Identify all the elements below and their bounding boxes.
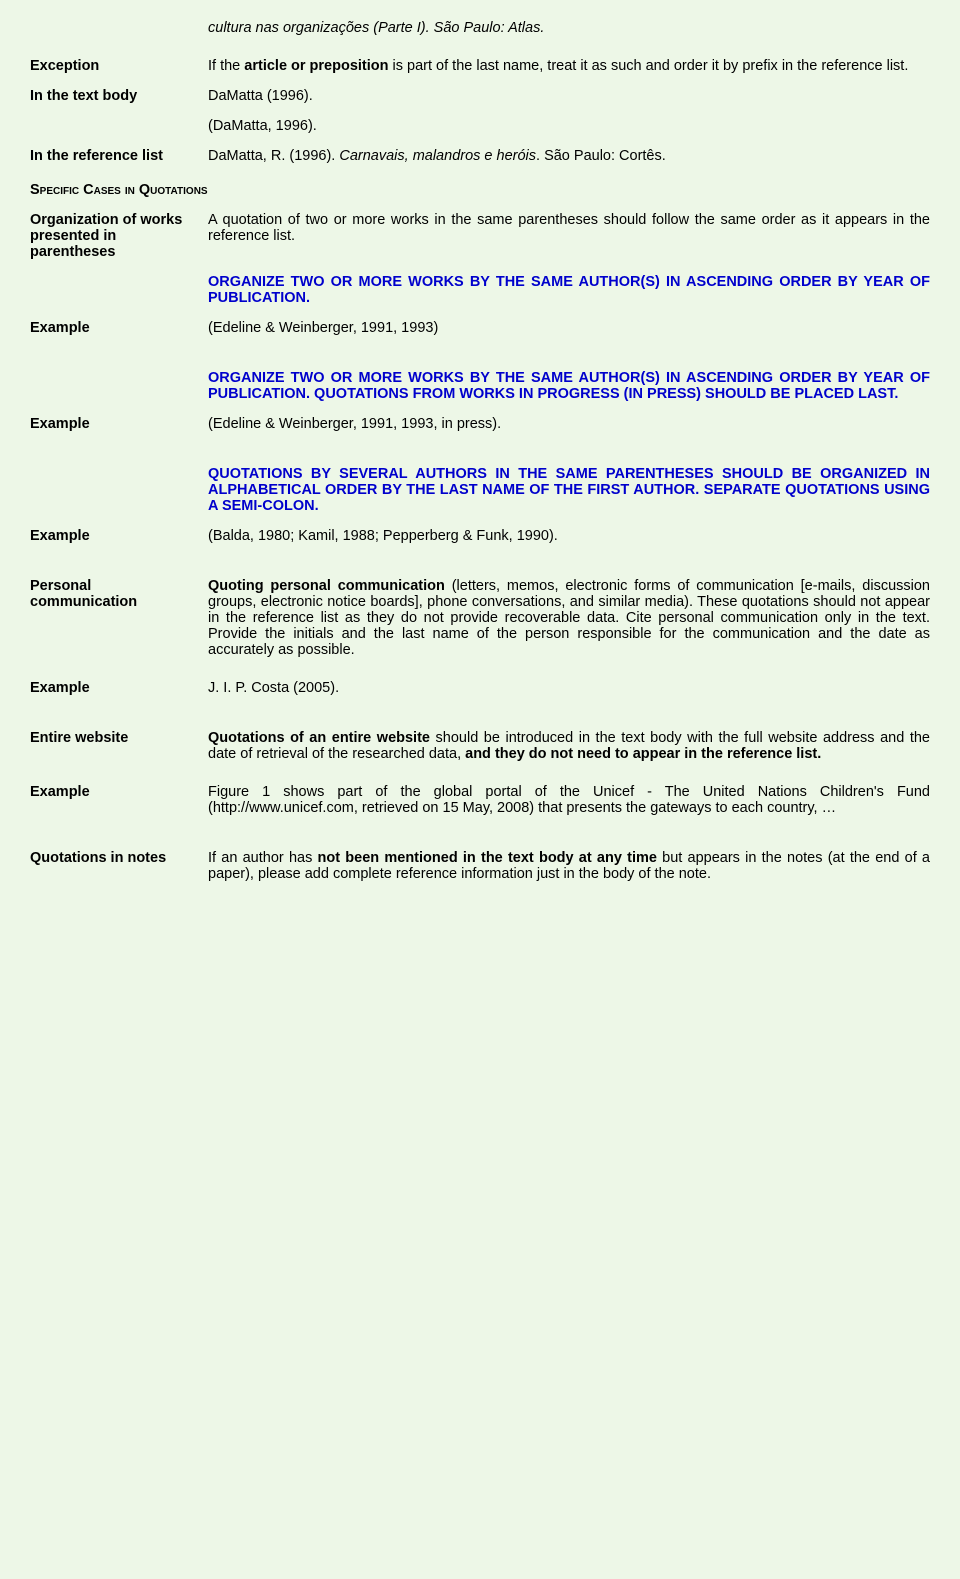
rule-1-text: ORGANIZE TWO OR MORE WORKS BY THE SAME A… (208, 274, 930, 306)
paren-citation-text: (DaMatta, 1996). (208, 118, 930, 134)
reference-list-row: In the reference list DaMatta, R. (1996)… (30, 148, 930, 164)
example-3-label: Example (30, 528, 208, 544)
quotations-notes-text-a: If an author has (208, 850, 318, 866)
reference-list-text-a: DaMatta, R. (1996). (208, 148, 339, 164)
top-citation-row: cultura nas organizações (Parte I). São … (30, 20, 930, 36)
exception-row: Exception If the article or preposition … (30, 58, 930, 74)
example-3-row: Example (Balda, 1980; Kamil, 1988; Peppe… (30, 528, 930, 544)
text-body-label: In the text body (30, 88, 208, 104)
empty-label (30, 118, 208, 134)
example-1-row: Example (Edeline & Weinberger, 1991, 199… (30, 320, 930, 336)
example-4-text: J. I. P. Costa (2005). (208, 680, 930, 696)
organization-row: Organization of works presented in paren… (30, 212, 930, 260)
reference-list-label: In the reference list (30, 148, 208, 164)
empty-label (30, 20, 208, 36)
entire-website-text: Quotations of an entire website should b… (208, 730, 930, 762)
exception-text-a: If the (208, 58, 244, 74)
quotations-notes-label: Quotations in notes (30, 850, 208, 882)
personal-comm-text: Quoting personal communication (letters,… (208, 578, 930, 658)
example-1-label: Example (30, 320, 208, 336)
organization-label: Organization of works presented in paren… (30, 212, 208, 260)
example-5-row: Example Figure 1 shows part of the globa… (30, 784, 930, 816)
quotations-notes-text: If an author has not been mentioned in t… (208, 850, 930, 882)
section-heading: Specific Cases in Quotations (30, 182, 930, 198)
text-body-row: In the text body DaMatta (1996). (30, 88, 930, 104)
exception-text: If the article or preposition is part of… (208, 58, 930, 74)
exception-text-b: article or preposition (244, 58, 388, 74)
paren-citation-row: (DaMatta, 1996). (30, 118, 930, 134)
reference-list-text-c: . São Paulo: Cortês. (536, 148, 666, 164)
reference-list-text: DaMatta, R. (1996). Carnavais, malandros… (208, 148, 930, 164)
example-2-text: (Edeline & Weinberger, 1991, 1993, in pr… (208, 416, 930, 432)
example-3-text: (Balda, 1980; Kamil, 1988; Pepperberg & … (208, 528, 930, 544)
top-citation: cultura nas organizações (Parte I). São … (208, 20, 930, 36)
entire-website-text-c: and they do not need to appear in the re… (465, 746, 821, 762)
example-4-row: Example J. I. P. Costa (2005). (30, 680, 930, 696)
example-5-text: Figure 1 shows part of the global portal… (208, 784, 930, 816)
empty-label (30, 466, 208, 514)
rule-2-row: ORGANIZE TWO OR MORE WORKS BY THE SAME A… (30, 370, 930, 402)
entire-website-label: Entire website (30, 730, 208, 762)
personal-comm-text-a: Quoting personal communication (208, 578, 445, 594)
exception-text-c: is part of the last name, treat it as su… (389, 58, 909, 74)
example-2-row: Example (Edeline & Weinberger, 1991, 199… (30, 416, 930, 432)
text-body-text: DaMatta (1996). (208, 88, 930, 104)
example-1-text: (Edeline & Weinberger, 1991, 1993) (208, 320, 930, 336)
exception-label: Exception (30, 58, 208, 74)
rule-3-text: QUOTATIONS BY SEVERAL AUTHORS IN THE SAM… (208, 466, 930, 514)
reference-list-text-b: Carnavais, malandros e heróis (339, 148, 536, 164)
personal-comm-label: Personal communication (30, 578, 208, 658)
entire-website-row: Entire website Quotations of an entire w… (30, 730, 930, 762)
quotations-notes-row: Quotations in notes If an author has not… (30, 850, 930, 882)
personal-comm-row: Personal communication Quoting personal … (30, 578, 930, 658)
example-2-label: Example (30, 416, 208, 432)
organization-text: A quotation of two or more works in the … (208, 212, 930, 260)
document-page: cultura nas organizações (Parte I). São … (0, 0, 960, 926)
empty-label (30, 370, 208, 402)
example-5-label: Example (30, 784, 208, 816)
quotations-notes-text-b: not been mentioned in the text body at a… (318, 850, 657, 866)
empty-label (30, 274, 208, 306)
rule-3-row: QUOTATIONS BY SEVERAL AUTHORS IN THE SAM… (30, 466, 930, 514)
rule-1-row: ORGANIZE TWO OR MORE WORKS BY THE SAME A… (30, 274, 930, 306)
entire-website-text-a: Quotations of an entire website (208, 730, 430, 746)
rule-2-text: ORGANIZE TWO OR MORE WORKS BY THE SAME A… (208, 370, 930, 402)
example-4-label: Example (30, 680, 208, 696)
